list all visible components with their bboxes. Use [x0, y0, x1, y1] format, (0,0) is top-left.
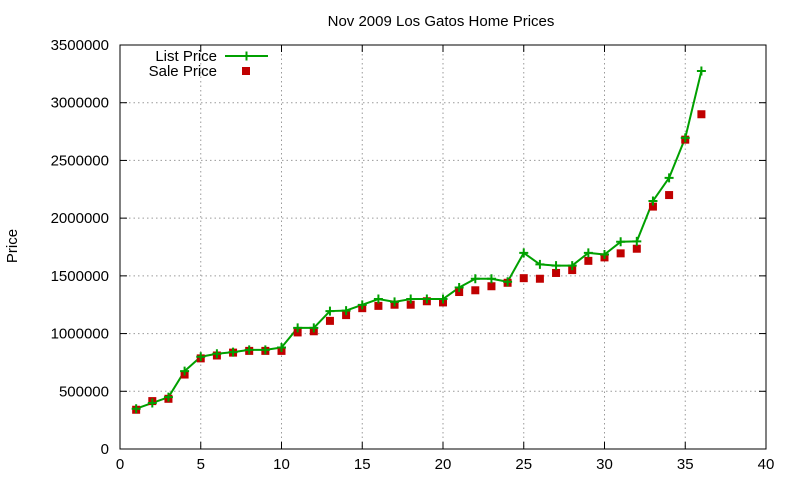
list-price-point [567, 261, 577, 271]
sale-price-point [665, 191, 674, 200]
list-price-point [664, 173, 674, 183]
list-price-point [535, 259, 545, 269]
sale-price-point [374, 301, 383, 310]
list-price-point [147, 398, 157, 408]
sale-price-point [648, 202, 657, 211]
list-price-point [277, 343, 286, 353]
list-price-point [470, 274, 480, 284]
chart-title: Nov 2009 Los Gatos Home Prices [328, 13, 555, 30]
list-price-point [454, 283, 464, 293]
sale-price-point [471, 286, 480, 295]
legend-marker-sale-price [242, 67, 250, 75]
list-price-point [244, 345, 254, 355]
sale-price-point [632, 244, 641, 253]
sale-price-point [535, 274, 544, 283]
list-price-point [309, 323, 319, 333]
list-price-point [696, 66, 706, 76]
list-price-point [648, 196, 658, 206]
x-tick-label: 5 [197, 456, 205, 473]
list-price-point [438, 294, 448, 304]
list-price-line [135, 70, 703, 410]
sale-price-point [568, 266, 577, 275]
list-price-point [260, 345, 270, 355]
sale-price-point [293, 328, 302, 337]
list-price-point [373, 294, 383, 304]
x-tick-label: 15 [354, 456, 371, 473]
list-price-point [357, 300, 367, 310]
list-price-point [341, 306, 351, 316]
legend-label-list-price: List Price [155, 48, 217, 65]
sale-price-point [616, 249, 625, 258]
list-price-point [422, 294, 432, 304]
sale-price-point [519, 274, 528, 283]
list-price-point [583, 248, 593, 258]
list-price-point [212, 349, 222, 359]
grid-lines [120, 45, 766, 449]
list-price-point [293, 323, 303, 333]
list-price-point [390, 297, 400, 307]
sale-price-point [406, 300, 415, 309]
list-price-point [406, 294, 416, 304]
y-tick-label: 500000 [59, 383, 109, 400]
x-tick-label: 10 [273, 456, 290, 473]
sale-price-point [455, 288, 464, 297]
x-tick-label: 35 [677, 456, 694, 473]
sale-price-point [552, 268, 561, 277]
legend: List Price Sale Price [149, 48, 268, 80]
list-price-point [551, 261, 561, 271]
list-price-point [163, 392, 173, 402]
list-price-point [616, 237, 626, 247]
list-price-point [196, 352, 206, 362]
y-tick-label: 3000000 [51, 95, 109, 112]
y-tick-label: 2000000 [51, 210, 109, 227]
sale-price-point [342, 311, 351, 320]
x-tick-label: 40 [758, 456, 775, 473]
list-price-point [600, 250, 609, 260]
legend-label-sale-price: Sale Price [149, 63, 217, 80]
sale-price-point [697, 110, 706, 119]
sale-price-point [487, 282, 496, 291]
list-price-point [180, 366, 190, 376]
list-price-point [131, 404, 141, 414]
data-series [131, 66, 706, 414]
x-tick-label: 30 [596, 456, 613, 473]
list-price-point [519, 248, 529, 258]
y-axis-label: Price [4, 229, 21, 263]
list-price-point [503, 277, 513, 287]
y-tick-label: 3500000 [51, 37, 109, 54]
y-tick-label: 0 [101, 441, 109, 458]
axis-ticks: 0 5 10 15 20 25 30 35 40 0 500000 1000000 1500000 200… [51, 37, 775, 473]
list-price-point [486, 274, 496, 284]
list-price-point [632, 236, 642, 246]
sale-price-point [584, 256, 593, 265]
plot-area [119, 44, 767, 450]
x-tick-label: 20 [435, 456, 452, 473]
y-tick-label: 1500000 [51, 268, 109, 285]
y-tick-label: 1000000 [51, 326, 109, 343]
y-tick-label: 2500000 [51, 152, 109, 169]
list-price-point [680, 133, 690, 143]
x-tick-label: 25 [515, 456, 532, 473]
legend-marker-list-price [242, 51, 251, 61]
sale-price-point [325, 316, 334, 325]
list-price-point [325, 306, 335, 316]
x-tick-label: 0 [116, 456, 124, 473]
list-price-point [228, 347, 238, 357]
